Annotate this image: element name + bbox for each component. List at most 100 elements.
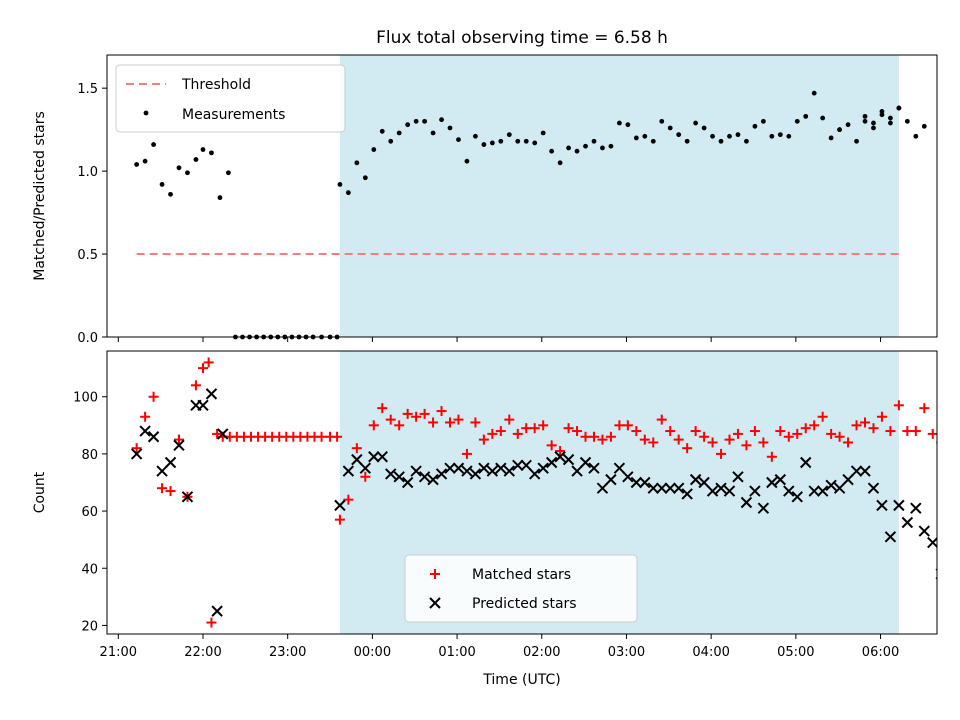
predicted-star-point (698, 476, 710, 489)
predicted-star-point (393, 471, 405, 483)
predicted-star-point (368, 451, 380, 463)
predicted-star-mark-b (681, 488, 693, 500)
predicted-star-point (791, 491, 803, 503)
matched-star-point (851, 420, 862, 431)
legend-predicted-label: Predicted stars (472, 596, 577, 612)
predicted-star-mark-b (757, 502, 770, 514)
predicted-star-point (825, 479, 837, 492)
matched-star-point (707, 437, 718, 448)
y-tick-label: 1.0 (77, 165, 98, 180)
x-tick-label: 22:00 (184, 645, 221, 660)
measurement-point (904, 118, 910, 124)
matched-star-point (165, 486, 176, 497)
matched-star-point (826, 428, 837, 439)
predicted-star-point (461, 465, 473, 477)
measurement-point (540, 130, 546, 136)
predicted-star-mark-b (706, 485, 719, 497)
matched-star-point (732, 428, 743, 439)
measurement-point (142, 158, 148, 164)
measurement-point (845, 122, 851, 128)
matched-star-point (212, 428, 223, 439)
predicted-star-point (605, 473, 617, 486)
matched-star-point (580, 431, 591, 442)
predicted-star-mark-b (859, 465, 871, 477)
predicted-star-point (842, 473, 854, 486)
predicted-star-point (766, 476, 778, 489)
measurement-point (591, 138, 597, 144)
chart-title: Flux total observing time = 6.58 h (376, 28, 668, 48)
predicted-star-mark-b (842, 473, 854, 486)
axes-frame (106, 54, 938, 338)
matched-star-point (316, 431, 327, 442)
measurement-point (557, 160, 563, 166)
measurement-point (862, 113, 868, 119)
predicted-star-mark-b (656, 482, 668, 494)
matched-star-point (910, 426, 921, 437)
predicted-star-mark-b (139, 425, 151, 437)
matched-star-point (343, 494, 354, 505)
predicted-star-point (800, 456, 812, 469)
predicted-star-mark-b (452, 462, 465, 474)
x-tick-label: 03:00 (608, 645, 645, 660)
matched-star-point (893, 400, 904, 411)
predicted-star-point (808, 485, 820, 497)
predicted-star-point (173, 439, 185, 452)
matched-star-point (665, 426, 676, 437)
measurement-point (642, 133, 648, 139)
matched-star-point (203, 357, 214, 368)
measurement-point (151, 142, 156, 147)
y-axis-label: Count (32, 471, 48, 513)
measurement-point (523, 138, 529, 144)
matched-star-point (504, 414, 515, 425)
y-tick-label: 20 (81, 619, 98, 634)
predicted-star-mark-b (893, 499, 905, 512)
predicted-star-point (596, 482, 609, 494)
measurement-point (176, 165, 182, 171)
predicted-star-point (181, 491, 194, 503)
predicted-star-point (520, 459, 532, 472)
matched-star-point (190, 380, 201, 391)
matched-star-point (385, 414, 396, 425)
matched-star-point (885, 426, 896, 437)
predicted-star-point (164, 456, 177, 469)
matched-star-point (749, 426, 760, 437)
matched-star-point (206, 617, 217, 628)
predicted-star-point (647, 482, 659, 494)
matched-star-point (197, 363, 208, 374)
bottom-panel: 20 40 60 80 100 21:00 22:00 23:00 00:00 01:00 02:0… (32, 350, 938, 688)
measurement-point (684, 138, 690, 144)
x-tick-label: 01:00 (438, 645, 475, 660)
predicted-star-mark-b (605, 473, 617, 486)
measurement-point (693, 120, 699, 126)
legend: Threshold Measurements (115, 64, 346, 133)
measurement-point (200, 147, 206, 152)
observing-region-shade (339, 55, 899, 337)
measurement-point (616, 120, 622, 126)
y-tick-label: 1.5 (77, 82, 98, 97)
predicted-star-mark-b (884, 531, 897, 543)
matched-star-point (919, 403, 930, 414)
measurement-point (786, 133, 792, 139)
predicted-star-mark-b (503, 465, 516, 477)
matched-star-point (394, 420, 405, 431)
matched-star-point (428, 417, 439, 428)
matched-star-point (563, 423, 574, 434)
matched-star-point (555, 446, 566, 457)
predicted-star-point (613, 462, 626, 474)
predicted-star-point (156, 465, 168, 477)
predicted-star-point (486, 465, 499, 477)
predicted-star-mark-b (588, 462, 600, 474)
measurement-point (354, 160, 360, 166)
matched-star-point (360, 471, 371, 482)
legend-box (115, 64, 346, 133)
x-tick-label: 00:00 (354, 645, 391, 660)
measurement-point (752, 123, 758, 129)
matched-star-point (470, 417, 481, 428)
predicted-star-mark-b (385, 468, 397, 480)
predicted-star-point (723, 485, 736, 497)
matched-star-point (699, 431, 710, 442)
matched-star-point (538, 420, 549, 431)
matched-star-point (332, 431, 343, 442)
measurement-point (532, 140, 538, 146)
